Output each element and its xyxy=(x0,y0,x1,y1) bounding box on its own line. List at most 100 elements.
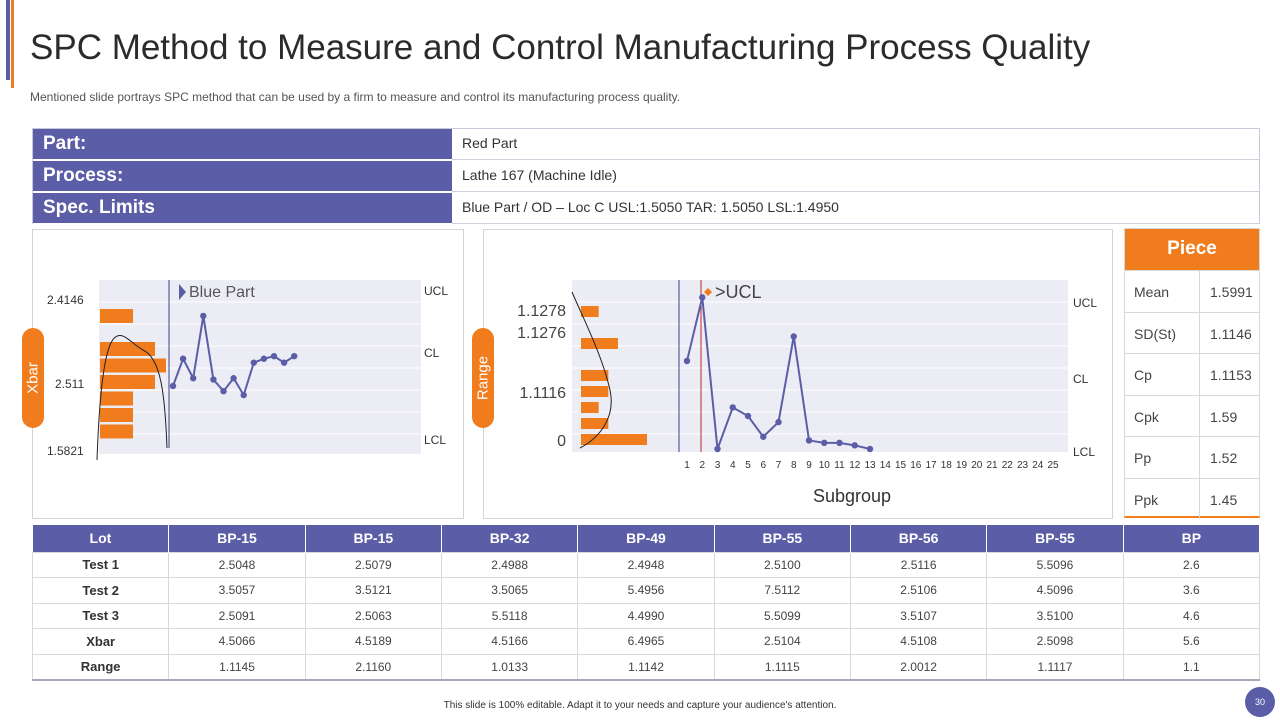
range-series xyxy=(683,294,874,453)
table-cell: 1.1115 xyxy=(713,653,851,681)
table-cell: 4.4990 xyxy=(577,602,715,629)
table-cell: 4.5189 xyxy=(304,628,442,655)
table-cell: 2.5063 xyxy=(304,602,442,629)
legend-marker-icon xyxy=(704,288,712,296)
info-label: Part: xyxy=(33,129,452,160)
table-cell: 2.5100 xyxy=(713,551,851,578)
info-label: Process: xyxy=(33,161,452,192)
x-tick: 8 xyxy=(791,460,797,471)
data-point xyxy=(866,445,874,453)
table-cell: 2.6 xyxy=(1122,551,1261,578)
histogram-bar xyxy=(100,309,133,323)
data-point xyxy=(220,387,227,395)
table-cell: 2.5091 xyxy=(168,602,306,629)
table-cell: 4.5096 xyxy=(986,577,1124,604)
x-tick: 19 xyxy=(956,460,968,471)
stat-row: SD(St) 1.1146 xyxy=(1125,311,1259,353)
x-axis-ticks: 1 2 3 4 5 6 7 8 9 10 11 12 13 14 15 16 17 18 19 20 21 22 23 24 2… xyxy=(684,460,1059,471)
data-point xyxy=(729,404,736,411)
x-axis-title: Subgroup xyxy=(813,486,891,506)
x-tick: 23 xyxy=(1017,460,1029,471)
x-tick: 18 xyxy=(941,460,953,471)
stat-label: Cpk xyxy=(1134,408,1159,425)
table-cell: 3.6 xyxy=(1122,577,1261,604)
row-label: Test 3 xyxy=(31,602,170,629)
histogram-bar xyxy=(581,370,609,381)
table-cell: 4.5066 xyxy=(168,628,306,655)
table-cell: 5.5099 xyxy=(713,602,851,629)
table-cell: 2.4948 xyxy=(577,551,715,578)
info-value: Lathe 167 (Machine Idle) xyxy=(452,161,1259,192)
data-point xyxy=(760,433,767,440)
x-tick: 9 xyxy=(806,460,812,471)
plot-area xyxy=(572,280,1068,452)
histogram xyxy=(581,306,647,445)
y-tick: 1.1278 xyxy=(517,303,566,320)
range-chart-panel: >UCL 1.1278 1.1276 1.1116 0 UCL CL LCL 1… xyxy=(483,229,1113,519)
xbar-pill: Xbar xyxy=(22,328,44,428)
stat-value: 1.59 xyxy=(1199,395,1260,436)
page-subtitle: Mentioned slide portrays SPC method that… xyxy=(30,90,681,104)
column-header: BP-55 xyxy=(714,525,851,552)
data-point xyxy=(790,333,797,340)
table-cell: 2.0012 xyxy=(849,653,988,681)
data-point xyxy=(683,357,691,365)
column-header: BP-32 xyxy=(441,525,579,552)
histogram-bar xyxy=(581,434,647,445)
table-row: Xbar 4.5066 4.5189 4.5166 6.4965 2.5104 … xyxy=(31,628,1261,655)
page-title: SPC Method to Measure and Control Manufa… xyxy=(30,28,1091,67)
table-cell: 1.1145 xyxy=(168,653,306,681)
table-cell: 3.5065 xyxy=(440,577,579,604)
histogram-bar xyxy=(581,418,609,429)
piece-header: Piece xyxy=(1125,229,1259,270)
stat-row: Ppk 1.45 xyxy=(1125,477,1259,519)
range-pill: Range xyxy=(472,328,494,428)
table-cell: 1.0133 xyxy=(440,653,579,681)
x-tick: 22 xyxy=(1002,460,1014,471)
data-point xyxy=(744,412,752,420)
histogram-bar xyxy=(100,375,155,389)
page-number-badge: 30 xyxy=(1245,687,1275,717)
table-cell: 6.4965 xyxy=(577,628,715,655)
legend-marker-icon xyxy=(179,284,186,300)
histogram-bar xyxy=(100,424,133,439)
data-point xyxy=(291,352,298,360)
x-tick: 1 xyxy=(684,460,690,471)
table-cell: 1.1117 xyxy=(986,653,1124,681)
y-tick: 1.1116 xyxy=(519,385,566,402)
table-cell: 3.5057 xyxy=(168,577,306,604)
table-cell: 1.1 xyxy=(1122,653,1261,681)
table-row: Range 1.1145 2.1160 1.0133 1.1142 1.1115… xyxy=(31,653,1261,681)
ucl-label: UCL xyxy=(1073,296,1097,310)
info-row-spec-limits: Spec. Limits Blue Part / OD – Loc C USL:… xyxy=(33,193,1259,225)
data-point xyxy=(200,312,207,320)
stat-value: 1.1153 xyxy=(1199,354,1260,395)
table-cell: 4.6 xyxy=(1122,602,1261,629)
info-label: Spec. Limits xyxy=(33,193,452,224)
table-cell: 5.6 xyxy=(1122,628,1261,655)
stat-row: Pp 1.52 xyxy=(1125,436,1259,478)
table-cell: 3.5121 xyxy=(304,577,442,604)
x-tick: 10 xyxy=(819,460,831,471)
table-cell: 2.5104 xyxy=(713,628,851,655)
histogram-bar xyxy=(100,408,133,422)
x-tick: 2 xyxy=(699,460,705,471)
histogram xyxy=(100,309,166,439)
table-cell: 4.5166 xyxy=(440,628,579,655)
xbar-pill-label: Xbar xyxy=(24,362,42,394)
info-row-process: Process: Lathe 167 (Machine Idle) xyxy=(33,161,1259,193)
distribution-curve xyxy=(571,291,612,449)
table-cell: 5.4956 xyxy=(577,577,715,604)
info-row-part: Part: Red Part xyxy=(33,129,1259,161)
xbar-chart: Blue Part 2.4146 2.511 1.5821 UCL CL LCL xyxy=(47,280,448,461)
table-cell: 2.5098 xyxy=(986,628,1124,655)
range-pill-label: Range xyxy=(474,355,492,401)
table-header-row: Lot BP-15 BP-15 BP-32 BP-49 BP-55 BP-56 … xyxy=(32,525,1261,552)
info-value: Red Part xyxy=(452,129,1259,160)
x-tick: 20 xyxy=(971,460,983,471)
ucl-label: UCL xyxy=(424,284,448,298)
x-tick: 4 xyxy=(730,460,736,471)
x-tick: 21 xyxy=(986,460,998,471)
cl-label: CL xyxy=(1073,372,1089,386)
y-tick: 1.1276 xyxy=(517,325,566,342)
